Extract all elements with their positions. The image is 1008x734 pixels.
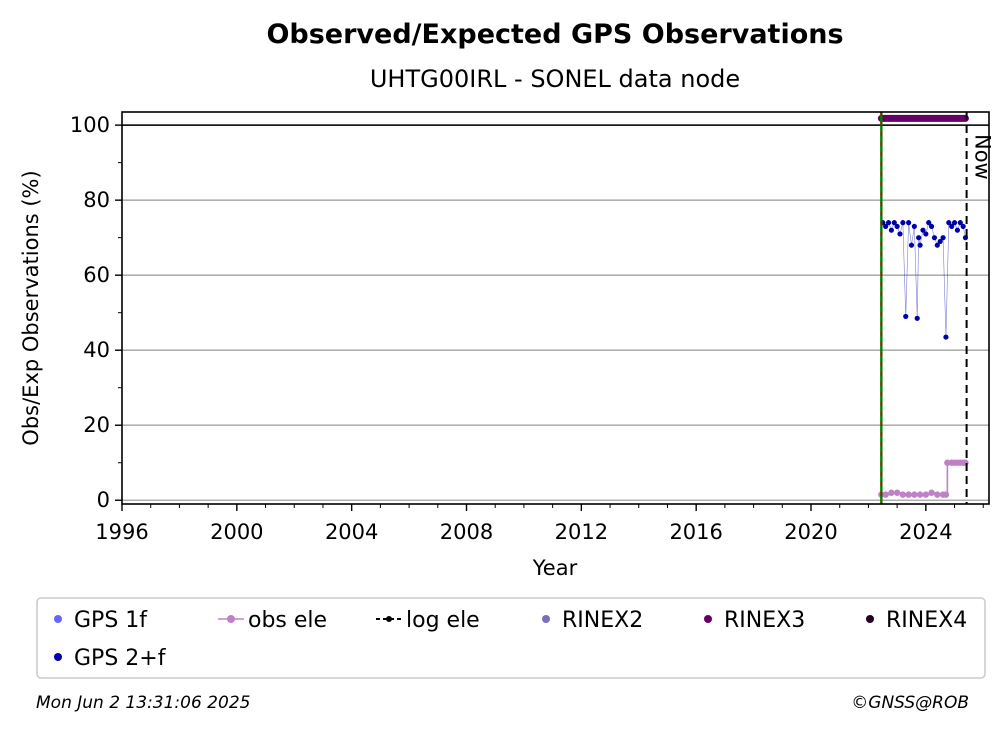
y-axis-ticks: 0 20 40 60 80 100	[70, 113, 122, 512]
data-point	[897, 231, 903, 237]
legend-marker	[227, 615, 235, 623]
data-point	[885, 220, 892, 226]
data-point	[905, 491, 912, 498]
data-point	[911, 223, 917, 230]
data-point	[949, 223, 955, 230]
data-point	[903, 313, 909, 320]
legend-label: RINEX3	[724, 608, 805, 633]
series-layer	[877, 114, 969, 498]
copyright: ©GNSS@ROB	[851, 693, 969, 713]
legend-marker	[54, 615, 62, 623]
legend: GPS 1f obs ele log ele RINEX2 RINEX3 RINEX4 GP…	[54, 608, 967, 671]
legend-item-log-ele: log ele	[376, 608, 480, 633]
legend-item-rinex3: RINEX3	[704, 608, 805, 633]
legend-marker	[542, 615, 550, 623]
data-point	[934, 242, 940, 248]
x-tick-label: 2020	[784, 520, 837, 544]
y-tick-label: 40	[83, 338, 110, 362]
plot-frame	[121, 111, 990, 505]
data-point	[888, 227, 894, 233]
data-point	[882, 491, 889, 498]
data-point	[960, 223, 966, 230]
data-point	[943, 334, 949, 340]
chart-title: Observed/Expected GPS Observations	[266, 19, 843, 50]
data-point	[900, 220, 906, 226]
data-point	[899, 491, 907, 498]
legend-marker	[54, 653, 62, 661]
data-point	[911, 491, 918, 498]
y-tick-label: 20	[83, 413, 110, 437]
y-tick-label: 0	[97, 488, 110, 512]
legend-item-obs-ele: obs ele	[218, 608, 327, 633]
data-point	[894, 223, 900, 230]
now-label: Now	[971, 134, 995, 180]
legend-box	[36, 597, 986, 679]
x-tick-label: 2016	[669, 520, 722, 544]
data-point	[916, 491, 924, 498]
legend-label: obs ele	[248, 608, 327, 633]
data-point	[942, 491, 950, 498]
legend-item-rinex2: RINEX2	[542, 608, 643, 633]
x-tick-label: 1996	[95, 520, 148, 544]
data-point	[928, 223, 935, 230]
data-point	[916, 235, 922, 241]
data-point	[922, 491, 930, 498]
vertical-markers: Now	[880, 112, 995, 504]
series-connector	[882, 221, 966, 338]
data-point	[906, 220, 912, 226]
legend-label: GPS 1f	[74, 608, 148, 633]
data-point	[931, 235, 938, 241]
legend-marker	[386, 616, 392, 622]
data-point	[951, 220, 958, 226]
data-point	[920, 227, 926, 233]
data-point	[957, 220, 963, 226]
data-point	[893, 489, 901, 496]
data-point	[928, 489, 935, 496]
legend-label: log ele	[406, 608, 480, 633]
y-tick-label: 80	[83, 188, 110, 212]
data-point	[937, 238, 943, 245]
data-point	[954, 227, 961, 233]
data-point	[917, 242, 923, 248]
data-point	[888, 489, 895, 496]
data-point	[914, 315, 920, 321]
legend-item-gps-2-f: GPS 2+f	[54, 646, 167, 671]
obs-ele-line	[881, 461, 966, 496]
data-point	[946, 220, 952, 226]
x-tick-label: 2008	[440, 520, 493, 544]
legend-item-rinex4: RINEX4	[866, 608, 967, 633]
x-tick-label: 2004	[325, 520, 378, 544]
data-point	[962, 459, 969, 466]
series-gps-2-f	[880, 220, 969, 340]
data-point	[934, 491, 941, 498]
legend-item-gps-1f: GPS 1f	[54, 608, 148, 633]
x-tick-label: 2024	[899, 520, 952, 544]
legend-label: RINEX4	[886, 608, 967, 633]
data-point	[940, 235, 946, 241]
gridlines	[122, 124, 989, 502]
x-axis-ticks: 1996 2000 2004 2008 2012 2016 2020 2024	[95, 504, 953, 544]
y-tick-label: 60	[83, 263, 110, 287]
legend-label: GPS 2+f	[74, 646, 167, 671]
data-point	[926, 220, 932, 226]
legend-marker	[866, 615, 874, 623]
x-tick-label: 2012	[555, 520, 608, 544]
timestamp: Mon Jun 2 13:31:06 2025	[36, 693, 251, 713]
chart-subtitle: UHTG00IRL - SONEL data node	[370, 65, 740, 93]
x-tick-label: 2000	[210, 520, 263, 544]
data-point	[883, 223, 889, 230]
series-obs-ele	[878, 459, 969, 498]
y-tick-label: 100	[70, 113, 110, 137]
legend-label: RINEX2	[562, 608, 643, 633]
y-axis-label: Obs/Exp Observations (%)	[19, 170, 43, 445]
data-point	[891, 220, 897, 226]
legend-marker	[704, 615, 712, 623]
data-point	[908, 242, 915, 248]
x-axis-label: Year	[532, 556, 578, 580]
data-point	[923, 231, 929, 237]
